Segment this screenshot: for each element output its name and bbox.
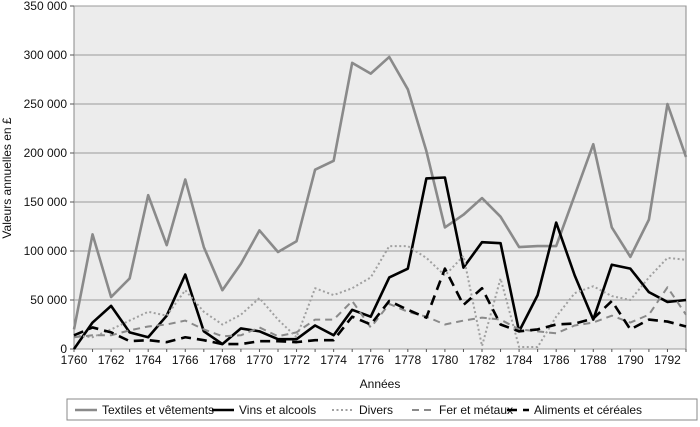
series-lines xyxy=(72,55,688,350)
legend-label: Divers xyxy=(359,403,393,417)
y-tick-labels: 0 50 000 100 000 150 000 200 000 250 000 300 0… xyxy=(24,0,68,356)
x-tick-label: 1766 xyxy=(172,353,199,367)
x-axis-label: Années xyxy=(360,377,401,391)
legend: Textiles et vêtements Vins et alcools Dive… xyxy=(66,398,698,421)
y-axis-label: Valeurs annuelles en £ xyxy=(0,117,14,239)
legend-label: Textiles et vêtements xyxy=(102,403,214,417)
x-tick-label: 1782 xyxy=(469,353,496,367)
y-tick-label: 350 000 xyxy=(24,0,68,13)
plot-area xyxy=(73,5,687,350)
legend-label: Aliments et céréales xyxy=(534,403,642,417)
series-line-vins-et-alcools xyxy=(72,176,687,350)
y-tick-label: 200 000 xyxy=(24,146,68,160)
x-tick-label: 1780 xyxy=(432,353,459,367)
y-tick-label: 250 000 xyxy=(24,97,68,111)
x-tick-label: 1762 xyxy=(98,353,125,367)
legend-label: Vins et alcools xyxy=(239,403,316,417)
series-line-aliments-et-c-r-ales xyxy=(73,267,687,346)
series-line-fer-et-m-taux xyxy=(73,286,687,339)
series-line-divers xyxy=(73,245,687,349)
x-tick-label: 1760 xyxy=(61,353,88,367)
series-line-textiles-et-v-tements xyxy=(72,55,688,330)
x-tick-label: 1792 xyxy=(654,353,681,367)
x-tick-label: 1772 xyxy=(283,353,310,367)
x-tick-label: 1778 xyxy=(394,353,421,367)
x-tick-label: 1776 xyxy=(357,353,384,367)
x-tick-label: 1770 xyxy=(246,353,273,367)
y-tick-label: 100 000 xyxy=(24,244,68,258)
x-tick-label: 1774 xyxy=(320,353,347,367)
gridlines xyxy=(70,5,687,352)
y-tick-label: 150 000 xyxy=(24,195,68,209)
y-tick-label: 0 xyxy=(60,342,67,356)
x-tick-labels: 1760 1762 1764 1766 1768 1770 1772 1774 1776 1778… xyxy=(61,353,681,367)
y-tick-label: 300 000 xyxy=(24,48,68,62)
x-tick-label: 1790 xyxy=(617,353,644,367)
legend-items: Textiles et vêtements Vins et alcools Dive… xyxy=(75,403,642,417)
x-tick-label: 1768 xyxy=(209,353,236,367)
legend-box xyxy=(66,398,698,421)
x-tick-label: 1788 xyxy=(580,353,607,367)
y-tick-label: 50 000 xyxy=(30,293,67,307)
x-tick-label: 1764 xyxy=(135,353,162,367)
x-tick-label: 1784 xyxy=(506,353,533,367)
legend-label: Fer et métaux xyxy=(439,403,513,417)
x-tick-label: 1786 xyxy=(543,353,570,367)
